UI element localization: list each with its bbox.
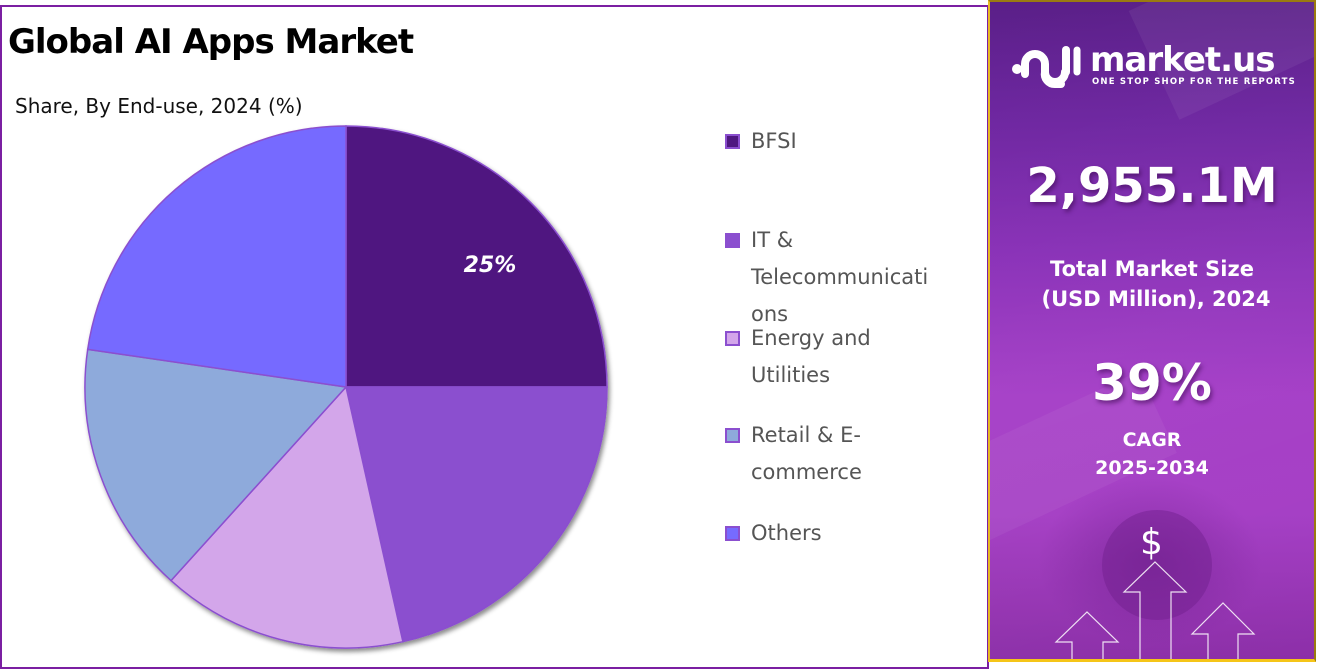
growth-arrows-icon (1054, 561, 1256, 659)
brand-tagline: ONE STOP SHOP FOR THE REPORTS (1092, 77, 1296, 87)
legend-swatch-retail-ecommerce (725, 428, 740, 443)
bfsi-data-label: 25% (464, 253, 517, 278)
legend-swatch-bfsi (725, 134, 740, 149)
pie-slice-others (86, 125, 347, 388)
legend-swatch-it-telecom (725, 233, 740, 248)
cagr-value: 39% (1092, 354, 1212, 412)
chart-subtitle: Share, By End-use, 2024 (%) (15, 94, 303, 118)
legend-label: BFSI (751, 129, 797, 153)
pie-slice-energy-and-utilities (169, 385, 404, 649)
brand-name: market.us (1090, 40, 1276, 80)
summary-sidebar: market.us ONE STOP SHOP FOR THE REPORTS … (988, 0, 1316, 662)
pie-slice-retail-e-commerce (84, 348, 348, 582)
cagr-period: 2025-2034 (1095, 457, 1209, 479)
logo-icon (1012, 46, 1081, 88)
pie-slices (84, 125, 608, 649)
dollar-icon: $ (1140, 522, 1163, 563)
legend-label: Retail & E- commerce (751, 423, 862, 484)
legend-label: Energy and Utilities (751, 326, 871, 387)
legend-swatch-energy-utilities (725, 331, 740, 346)
legend-swatch-others (725, 526, 740, 541)
pie-slice-bfsi (345, 125, 608, 388)
market-size-label-line1: Total Market Size (1050, 257, 1254, 281)
cagr-label: CAGR (1122, 429, 1182, 451)
legend-label: IT & Telecommunicati ons (751, 228, 929, 326)
market-us-logo: market.us ONE STOP SHOP FOR THE REPORTS (1010, 40, 1310, 92)
market-size-value: 2,955.1M (1026, 158, 1278, 214)
chart-title: Global AI Apps Market (8, 22, 414, 62)
pie-chart: 25% (84, 125, 608, 649)
market-size-label-line2: (USD Million), 2024 (1041, 287, 1271, 311)
coin-circle (1102, 510, 1212, 620)
legend-label: Others (751, 521, 822, 545)
pie-slice-it-telecommunications (345, 386, 608, 643)
